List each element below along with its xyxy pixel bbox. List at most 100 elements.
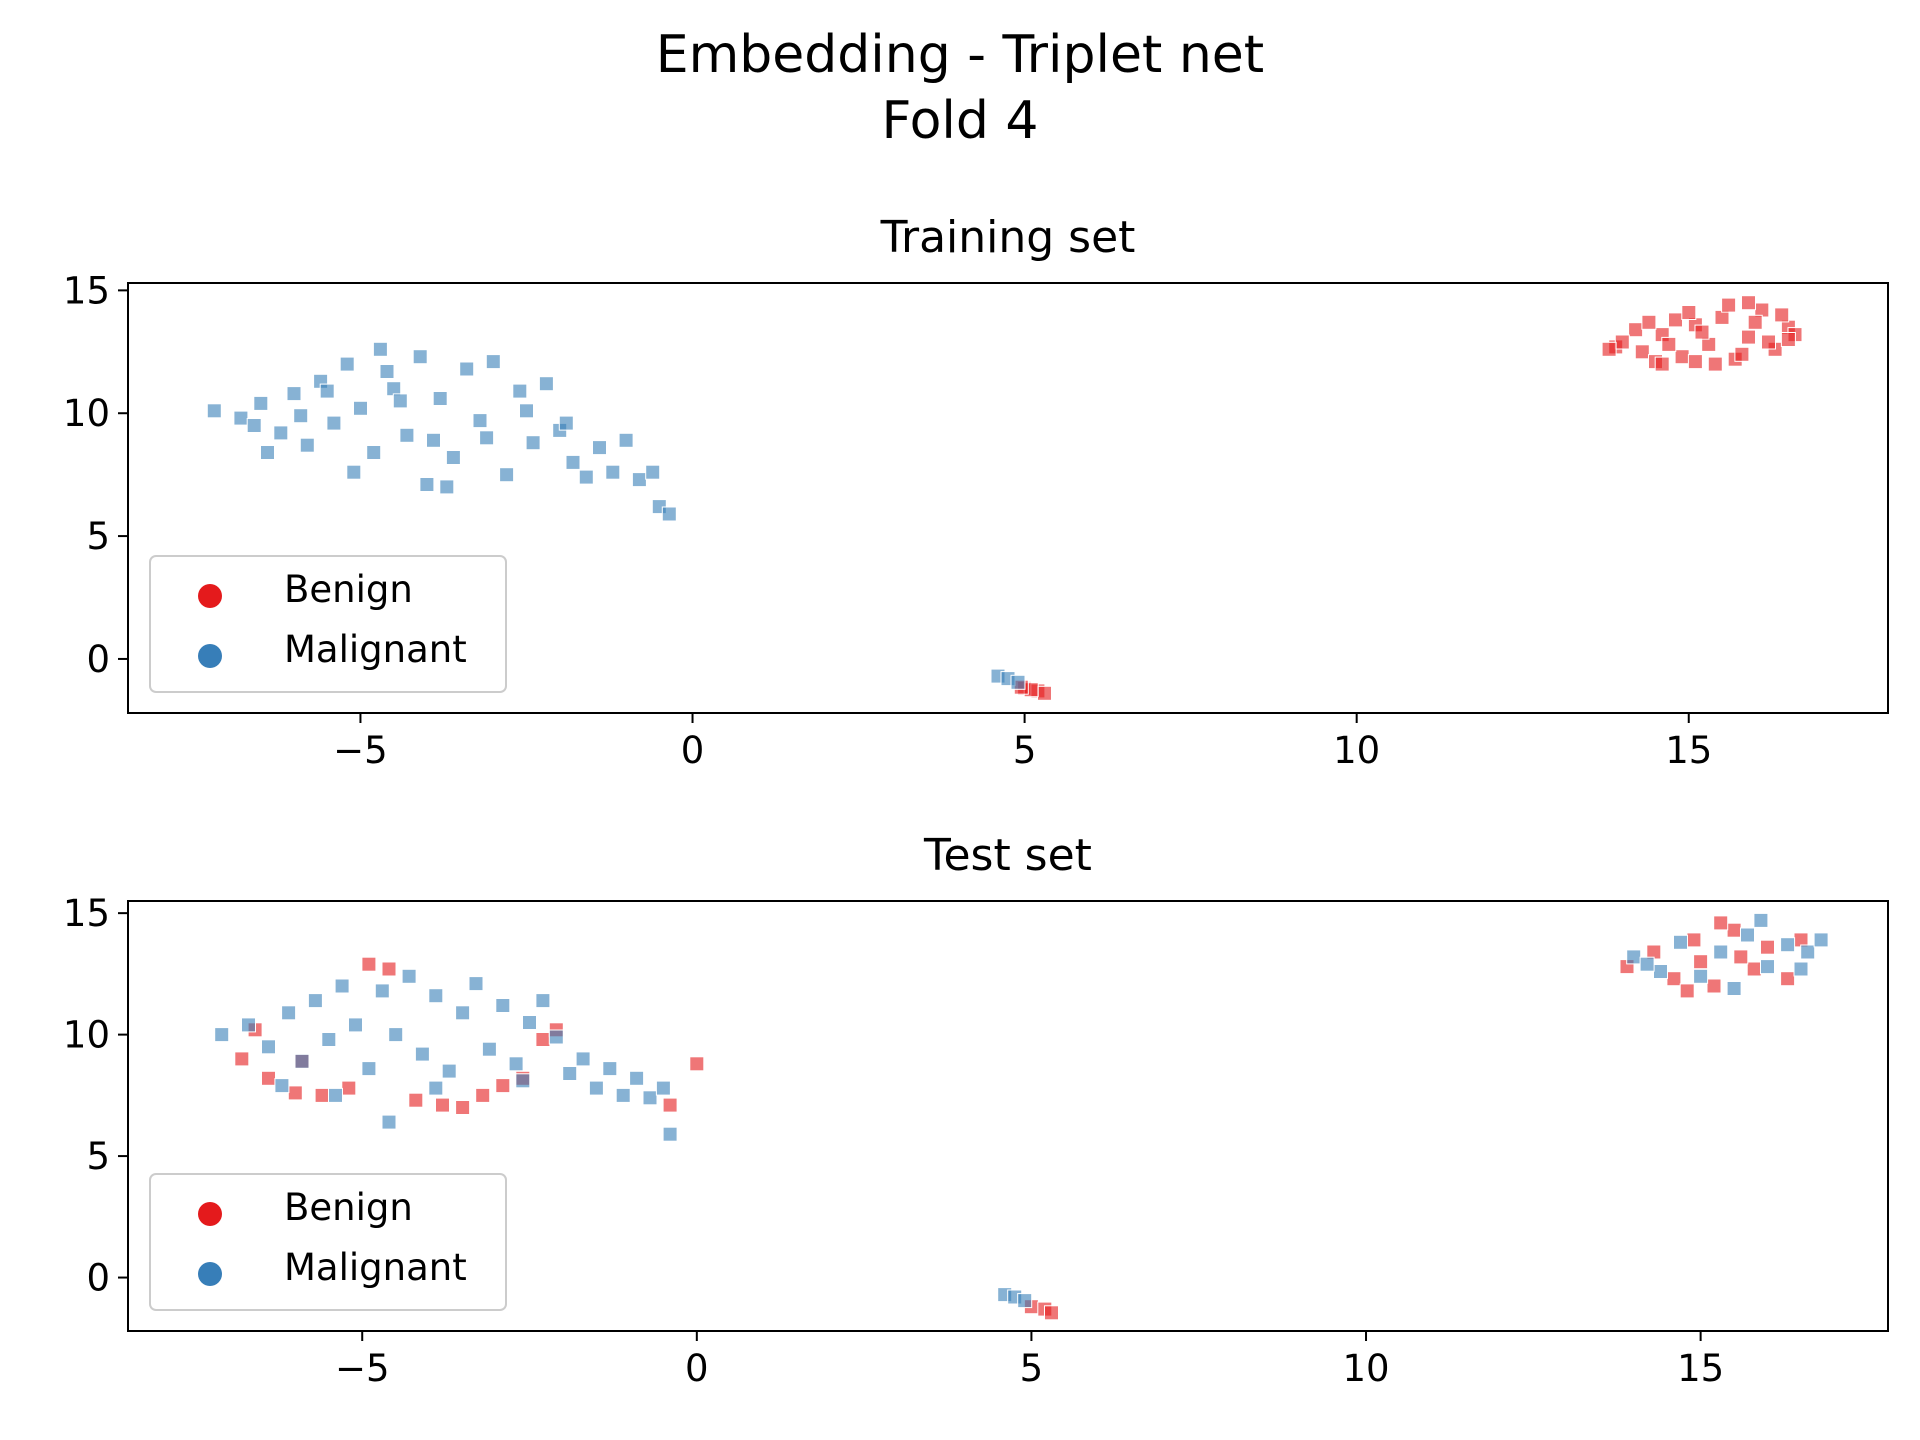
malignant-point: [1780, 937, 1796, 953]
y-tick-label: 10: [63, 392, 110, 435]
malignant-point: [1813, 932, 1829, 948]
malignant-point: [214, 1027, 230, 1043]
malignant-point: [412, 349, 428, 365]
malignant-point: [1693, 968, 1709, 984]
malignant-point: [629, 1070, 645, 1086]
malignant-point: [321, 1032, 337, 1047]
test-set-legend: Benign Malignant: [149, 1173, 507, 1311]
y-tick-label: 15: [63, 892, 110, 935]
malignant-point: [281, 1005, 297, 1021]
benign-point: [1761, 334, 1776, 350]
benign-point: [1654, 356, 1670, 372]
malignant-point: [401, 968, 417, 984]
malignant-point: [346, 464, 362, 480]
malignant-point: [414, 1046, 430, 1062]
legend-box: [149, 1173, 507, 1311]
malignant-point: [366, 445, 382, 460]
test-set-points: [214, 912, 1829, 1321]
y-tick-label: 10: [63, 1014, 110, 1057]
malignant-point: [1713, 944, 1729, 960]
malignant-point: [1017, 1293, 1033, 1309]
malignant-point: [588, 1080, 604, 1096]
figure-title-line1: Embedding - Triplet net: [656, 25, 1264, 85]
y-tick-label: 0: [86, 638, 110, 681]
figure-title-line2: Fold 4: [882, 91, 1039, 151]
malignant-point: [253, 395, 269, 411]
malignant-point: [1639, 956, 1655, 972]
malignant-point: [1726, 981, 1742, 996]
malignant-point: [353, 400, 368, 416]
benign-point: [1726, 922, 1742, 938]
malignant-point: [439, 479, 455, 495]
y-tick-label: 15: [63, 269, 110, 312]
malignant-point: [428, 988, 444, 1004]
malignant-point: [575, 1051, 591, 1067]
benign-point: [1746, 961, 1762, 977]
benign-point: [1780, 971, 1796, 987]
malignant-point: [293, 408, 309, 424]
malignant-point: [428, 1080, 444, 1096]
benign-point: [1693, 954, 1709, 970]
malignant-point: [535, 993, 551, 1009]
malignant-point: [602, 1061, 618, 1077]
malignant-point: [515, 1073, 531, 1089]
benign-point: [1687, 354, 1703, 370]
malignant-point: [445, 450, 461, 465]
malignant-point: [558, 415, 574, 431]
malignant-point: [1653, 964, 1668, 979]
benign-point: [1679, 983, 1695, 999]
malignant-point: [432, 391, 448, 406]
benign-point: [234, 1051, 250, 1067]
legend-benign-label: Benign: [284, 1186, 413, 1229]
x-tick-label: 10: [1333, 729, 1380, 772]
legend-malignant-marker: [198, 644, 222, 668]
malignant-point: [328, 1087, 343, 1103]
x-tick-label: 5: [1013, 729, 1037, 772]
malignant-point: [481, 1041, 497, 1057]
malignant-point: [1626, 949, 1642, 965]
malignant-point: [455, 1005, 471, 1021]
legend-benign-marker: [198, 584, 222, 608]
test-set-ticks: −5 0 5 10 15 0 5 10 15: [63, 892, 1724, 1390]
legend-box: [149, 555, 507, 693]
malignant-point: [661, 506, 677, 522]
y-tick-label: 0: [86, 1257, 110, 1300]
malignant-point: [241, 1017, 256, 1033]
malignant-point: [485, 354, 501, 370]
malignant-point: [339, 356, 355, 372]
benign-point: [381, 961, 397, 977]
test-set-title: Test set: [923, 830, 1092, 881]
training-set-plot: −5 0 5 10 15 0 5 10 15 Benign Malignant: [63, 269, 1889, 772]
benign-point: [1674, 349, 1690, 365]
training-set-legend: Benign Malignant: [149, 555, 507, 693]
benign-point: [1044, 1305, 1059, 1321]
benign-point: [1681, 305, 1697, 320]
benign-point: [1634, 344, 1650, 360]
benign-point: [1661, 336, 1677, 352]
benign-point: [1614, 334, 1630, 350]
malignant-point: [294, 1053, 310, 1069]
benign-point: [1721, 297, 1737, 313]
malignant-point: [246, 418, 262, 433]
training-set-title: Training set: [880, 212, 1136, 263]
x-tick-label: 0: [685, 1347, 709, 1390]
malignant-point: [419, 477, 435, 492]
malignant-point: [618, 432, 634, 448]
malignant-point: [1760, 959, 1775, 975]
benign-point: [1706, 978, 1722, 994]
legend-benign-marker: [198, 1202, 222, 1226]
legend-malignant-label: Malignant: [284, 628, 467, 671]
malignant-point: [372, 341, 388, 357]
malignant-point: [441, 1063, 457, 1079]
malignant-point: [261, 1039, 276, 1055]
malignant-point: [374, 983, 390, 999]
malignant-point: [1740, 927, 1755, 943]
malignant-point: [499, 467, 515, 483]
malignant-point: [348, 1017, 363, 1033]
benign-point: [1780, 332, 1796, 347]
malignant-point: [631, 472, 647, 488]
benign-point: [1733, 949, 1749, 965]
malignant-point: [1753, 912, 1769, 928]
malignant-point: [286, 386, 302, 402]
